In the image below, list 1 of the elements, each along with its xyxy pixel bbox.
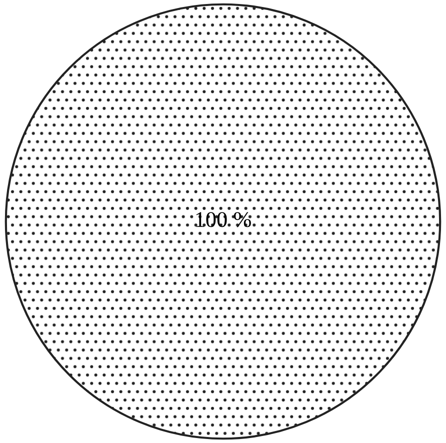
data-label: 100 % — [196, 212, 251, 228]
